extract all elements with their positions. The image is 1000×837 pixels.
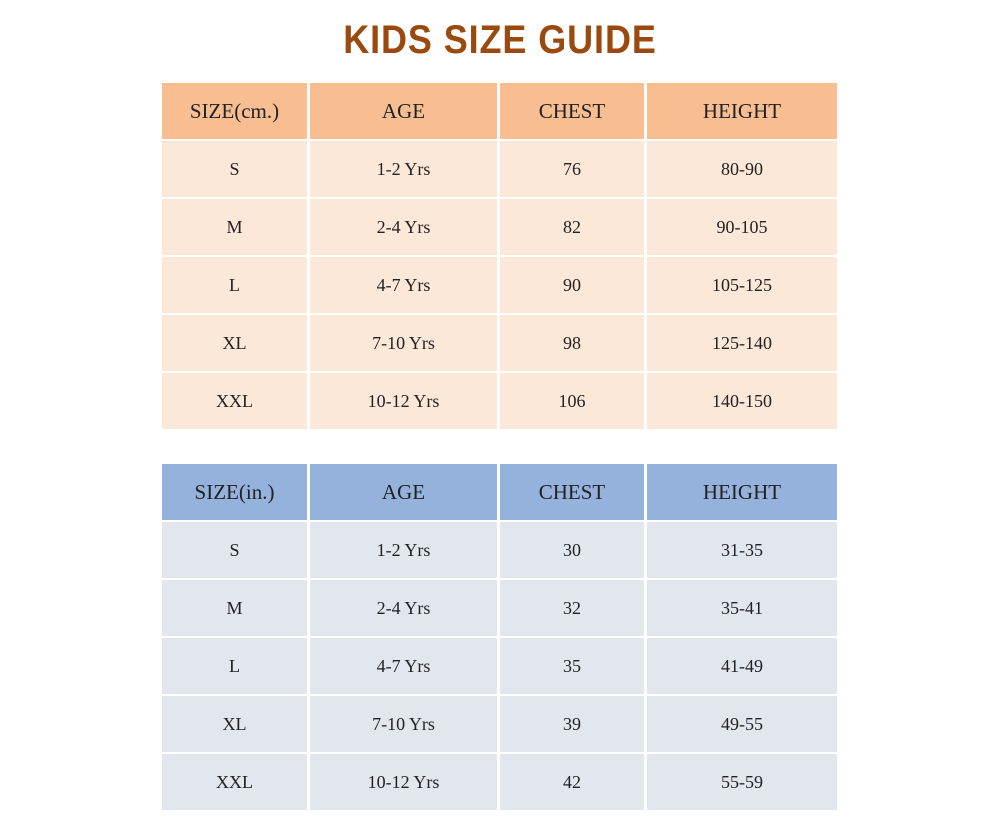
table-cell: XXL bbox=[162, 754, 307, 810]
table-cell: 82 bbox=[500, 199, 644, 255]
table-cell: M bbox=[162, 580, 307, 636]
header-cell: SIZE(in.) bbox=[162, 464, 307, 520]
page-title: KIDS SIZE GUIDE bbox=[343, 18, 657, 62]
table-cell: M bbox=[162, 199, 307, 255]
table-cell: 10-12 Yrs bbox=[310, 754, 497, 810]
table-cell: 41-49 bbox=[647, 638, 837, 694]
table-cell: 90-105 bbox=[647, 199, 837, 255]
table-cell: 2-4 Yrs bbox=[310, 199, 497, 255]
table-cell: 35 bbox=[500, 638, 644, 694]
table-cell: 4-7 Yrs bbox=[310, 257, 497, 313]
header-cell: CHEST bbox=[500, 83, 644, 139]
table-cell: 10-12 Yrs bbox=[310, 373, 497, 429]
table-cell: 55-59 bbox=[647, 754, 837, 810]
table-cell: 4-7 Yrs bbox=[310, 638, 497, 694]
table-cell: XL bbox=[162, 315, 307, 371]
table-cell: L bbox=[162, 638, 307, 694]
table-cell: 32 bbox=[500, 580, 644, 636]
table-cell: 39 bbox=[500, 696, 644, 752]
header-cell: HEIGHT bbox=[647, 464, 837, 520]
table-cell: L bbox=[162, 257, 307, 313]
table-cell: 42 bbox=[500, 754, 644, 810]
table-cell: 140-150 bbox=[647, 373, 837, 429]
table-cell: XXL bbox=[162, 373, 307, 429]
table-cell: 31-35 bbox=[647, 522, 837, 578]
table-cell: 35-41 bbox=[647, 580, 837, 636]
table-cell: 80-90 bbox=[647, 141, 837, 197]
table-cell: 2-4 Yrs bbox=[310, 580, 497, 636]
table-cell: 7-10 Yrs bbox=[310, 315, 497, 371]
table-cell: 105-125 bbox=[647, 257, 837, 313]
header-cell: SIZE(cm.) bbox=[162, 83, 307, 139]
header-cell: AGE bbox=[310, 464, 497, 520]
size-table-in: SIZE(in.) AGE CHEST HEIGHT S 1-2 Yrs 30 31-35 M 2… bbox=[162, 464, 837, 810]
table-cell: 7-10 Yrs bbox=[310, 696, 497, 752]
table-cell: 98 bbox=[500, 315, 644, 371]
table-cell: 106 bbox=[500, 373, 644, 429]
header-cell: CHEST bbox=[500, 464, 644, 520]
table-cell: 49-55 bbox=[647, 696, 837, 752]
table-cell: 1-2 Yrs bbox=[310, 522, 497, 578]
size-table-cm: SIZE(cm.) AGE CHEST HEIGHT S 1-2 Yrs 76 80-90 M 2… bbox=[162, 83, 837, 429]
table-cell: 90 bbox=[500, 257, 644, 313]
header-cell: HEIGHT bbox=[647, 83, 837, 139]
table-cell: 125-140 bbox=[647, 315, 837, 371]
table-cell: XL bbox=[162, 696, 307, 752]
header-cell: AGE bbox=[310, 83, 497, 139]
table-cell: 1-2 Yrs bbox=[310, 141, 497, 197]
table-cell: S bbox=[162, 522, 307, 578]
table-cell: 76 bbox=[500, 141, 644, 197]
table-cell: S bbox=[162, 141, 307, 197]
table-cell: 30 bbox=[500, 522, 644, 578]
